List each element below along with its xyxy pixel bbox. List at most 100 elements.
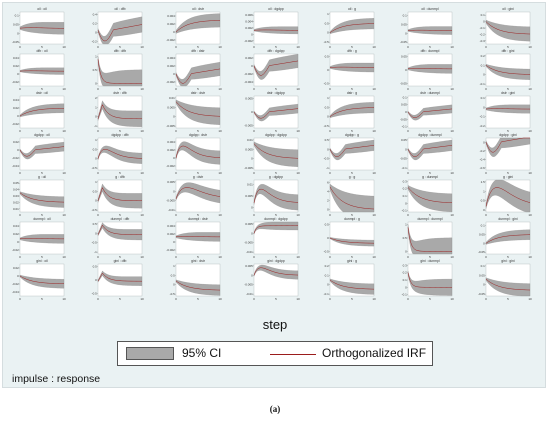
x-tick-label: 5: [507, 171, 509, 175]
ci-band: [407, 26, 453, 35]
x-tick-label: 0: [175, 255, 177, 259]
panel-title: g : dunmpl: [422, 175, 438, 179]
legend-irf-label: Orthogonalized IRF: [322, 346, 427, 360]
x-tick-label: 5: [429, 255, 431, 259]
x-tick-label: 0: [407, 87, 409, 91]
y-tick-label: 0: [405, 31, 407, 35]
panel-title: dfb : dgdpp: [268, 49, 285, 53]
x-tick-label: 0: [407, 213, 409, 217]
y-tick-label: 0.03: [13, 194, 19, 198]
ci-band: [253, 54, 299, 80]
x-tick-label: 10: [140, 297, 144, 301]
ci-band: [407, 224, 453, 255]
y-tick-label: -0.002: [244, 39, 253, 43]
panel-title: g : dstr: [193, 175, 204, 179]
x-tick-label: 10: [450, 45, 454, 49]
ci-band: [407, 185, 453, 212]
y-tick-label: 0: [251, 231, 253, 235]
y-tick-label: 0.005: [167, 180, 175, 184]
y-tick-label: 0.5: [325, 21, 330, 25]
x-tick-label: 5: [119, 45, 121, 49]
y-tick-label: 0: [483, 105, 485, 109]
x-tick-label: 5: [351, 213, 353, 217]
ci-band: [329, 62, 375, 73]
irf-line: [329, 186, 375, 210]
irf-line: [97, 224, 143, 235]
x-tick-label: 0: [19, 297, 21, 301]
irf-line: [485, 21, 531, 35]
y-tick-label: -0.002: [244, 72, 253, 76]
y-tick-label: 0.002: [167, 64, 175, 68]
y-tick-label: 2: [327, 199, 329, 203]
y-tick-label: -0.1: [402, 209, 408, 213]
ci-band: [175, 13, 221, 34]
irf-line: [329, 23, 375, 33]
y-tick-label: -1: [94, 250, 97, 254]
ci-band: [253, 141, 299, 167]
y-tick-label: 0: [95, 31, 97, 35]
x-tick-label: 10: [140, 171, 144, 175]
x-tick-label: 0: [329, 45, 331, 49]
x-tick-label: 5: [275, 129, 277, 133]
x-tick-label: 5: [119, 171, 121, 175]
panel-title: gini : g: [347, 259, 357, 263]
legend: 95% CI Orthogonalized IRF: [117, 341, 433, 366]
y-tick-label: 0.1: [481, 264, 486, 268]
panel-title: gini : oil: [36, 259, 48, 263]
y-tick-label: -0.2: [480, 32, 486, 36]
y-tick-label: -0.5: [324, 81, 330, 85]
x-tick-label: 0: [97, 129, 99, 133]
ci-band: [485, 19, 531, 42]
y-tick-label: 1: [483, 189, 485, 193]
panel-title: dgdpp : dgdpp: [265, 133, 287, 137]
y-tick-label: -0.5: [324, 157, 330, 161]
x-tick-label: 0: [175, 129, 177, 133]
x-tick-label: 10: [218, 297, 222, 301]
panel-title: dunmpl : gini: [498, 217, 517, 221]
panel-title: oil : oil: [37, 7, 47, 11]
x-tick-label: 0: [485, 45, 487, 49]
panel-title: dgdpp : oil: [34, 133, 50, 137]
y-tick-label: 0.01: [247, 138, 253, 142]
x-tick-label: 0: [407, 171, 409, 175]
x-tick-label: 5: [351, 255, 353, 259]
y-tick-label: -0.5: [92, 291, 98, 295]
panel-title: dgdpp : g: [345, 133, 359, 137]
y-tick-label: 4: [327, 189, 329, 193]
x-tick-label: 5: [41, 129, 43, 133]
x-tick-label: 10: [62, 129, 66, 133]
y-tick-label: -0.5: [92, 166, 98, 170]
y-tick-label: -0.05: [478, 292, 485, 296]
irf-line: [407, 145, 453, 157]
x-tick-label: 0: [175, 213, 177, 217]
irf-line: [329, 145, 375, 157]
y-tick-label: 1: [95, 138, 97, 142]
irf-line: [175, 280, 221, 291]
ci-band: [485, 277, 531, 297]
x-tick-label: 10: [372, 213, 376, 217]
x-tick-label: 5: [41, 213, 43, 217]
x-tick-label: 10: [140, 129, 144, 133]
ci-band: [175, 232, 221, 242]
x-tick-label: 0: [175, 171, 177, 175]
y-tick-label: 0.05: [479, 232, 485, 236]
x-tick-label: 10: [450, 87, 454, 91]
x-tick-label: 5: [197, 45, 199, 49]
x-tick-label: 5: [275, 45, 277, 49]
y-tick-label: 0.005: [245, 264, 253, 268]
x-tick-label: 10: [528, 129, 532, 133]
y-tick-label: 0.3: [403, 263, 408, 267]
irf-line: [19, 192, 65, 203]
panel-title: dgdpp : dfb: [112, 133, 129, 137]
x-tick-label: 10: [62, 45, 66, 49]
irf-panel: gini : g0.20.10-0.10 5 10: [324, 259, 376, 301]
x-tick-label: 10: [528, 297, 532, 301]
legend-ci-swatch: [126, 347, 174, 360]
panel-title: g : g: [349, 175, 356, 179]
irf-line: [175, 20, 221, 33]
